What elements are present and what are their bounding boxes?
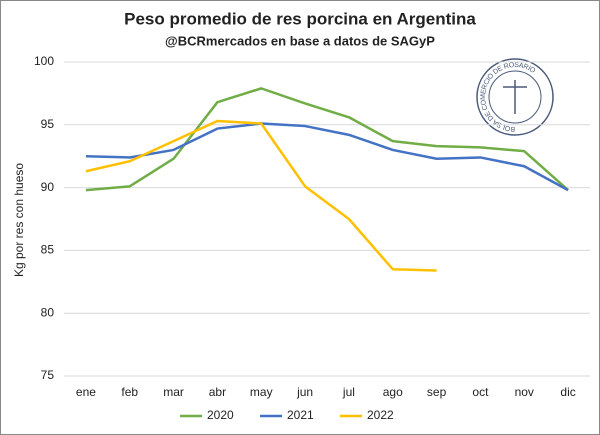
logo-ring: [476, 58, 554, 136]
x-tick-label: jun: [296, 385, 313, 399]
chart-subtitle: @BCRmercados en base a datos de SAGyP: [165, 33, 435, 48]
y-tick-label: 80: [41, 305, 55, 319]
y-axis-label: Kg por res con hueso: [12, 163, 26, 277]
y-tick-label: 90: [41, 180, 55, 194]
x-tick-label: oct: [472, 385, 489, 399]
x-tick-label: abr: [209, 385, 226, 399]
y-tick-label: 75: [41, 368, 55, 382]
y-tick-label: 95: [41, 117, 55, 131]
x-tick-label: ago: [383, 385, 403, 399]
line-series: [85, 87, 569, 192]
x-tick-label: dic: [560, 385, 575, 399]
legend-label: 2022: [367, 408, 394, 422]
x-tick-label: ene: [76, 385, 96, 399]
x-tick-label: jul: [342, 385, 355, 399]
legend-label: 2021: [287, 408, 314, 422]
line-series: [85, 119, 437, 272]
y-tick-label: 85: [41, 243, 55, 257]
x-tick-label: mar: [163, 385, 184, 399]
x-tick-label: may: [250, 385, 273, 399]
logo-inner-ring: [488, 70, 542, 124]
x-tick-label: sep: [427, 385, 447, 399]
legend-label: 2020: [207, 408, 234, 422]
x-tick-label: feb: [121, 385, 138, 399]
line-series: [85, 122, 569, 192]
x-tick-label: nov: [515, 385, 534, 399]
chart-title: Peso promedio de res porcina en Argentin…: [124, 9, 476, 28]
y-tick-label: 100: [34, 54, 54, 68]
